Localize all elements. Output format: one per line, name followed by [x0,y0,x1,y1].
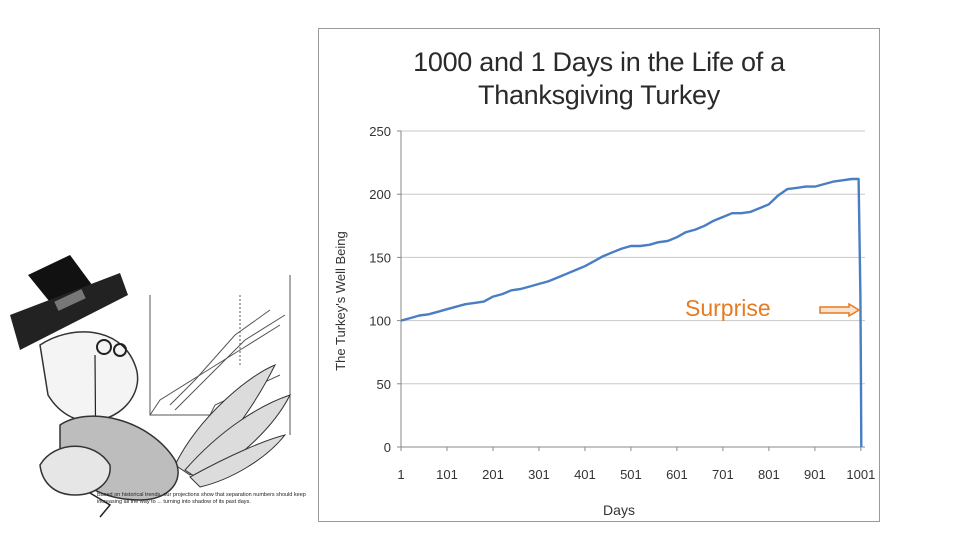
y-tick-label: 250 [369,124,391,139]
series-line [400,177,863,448]
y-tick-label: 200 [369,187,391,202]
x-tick-label: 101 [436,467,458,482]
surprise-annotation: Surprise [685,295,771,321]
x-tick-label: 501 [620,467,642,482]
x-tick-label: 1 [397,467,404,482]
x-tick-label: 301 [528,467,550,482]
x-tick-label: 401 [574,467,596,482]
x-tick-label: 701 [712,467,734,482]
x-axis-label: Days [603,502,635,518]
cartoon-caption: Based on historical trends, our projecti… [97,492,306,505]
chart-title-line2: Thanksgiving Turkey [478,80,720,110]
x-tick-label: 201 [482,467,504,482]
y-axis-label: The Turkey's Well Being [333,231,348,371]
x-tick-label: 801 [758,467,780,482]
chart-frame: 1000 and 1 Days in the Life of a Thanksg… [318,28,880,522]
pilgrim-turkey-cartoon [10,255,291,518]
y-tick-label: 150 [369,250,391,265]
y-tick-label: 50 [377,377,391,392]
y-tick-label: 0 [384,440,391,455]
x-tick-label: 1001 [846,467,875,482]
x-tick-label: 601 [666,467,688,482]
line-chart: 0 50 100 150 200 250 1 101 201 301 401 501 601 701 801… [333,124,875,518]
x-tick-label: 901 [804,467,826,482]
chart-title-line1: 1000 and 1 Days in the Life of a [413,47,785,77]
y-tick-label: 100 [369,314,391,329]
right-arrow-icon [819,303,861,317]
chart-title: 1000 and 1 Days in the Life of a Thanksg… [319,46,879,112]
